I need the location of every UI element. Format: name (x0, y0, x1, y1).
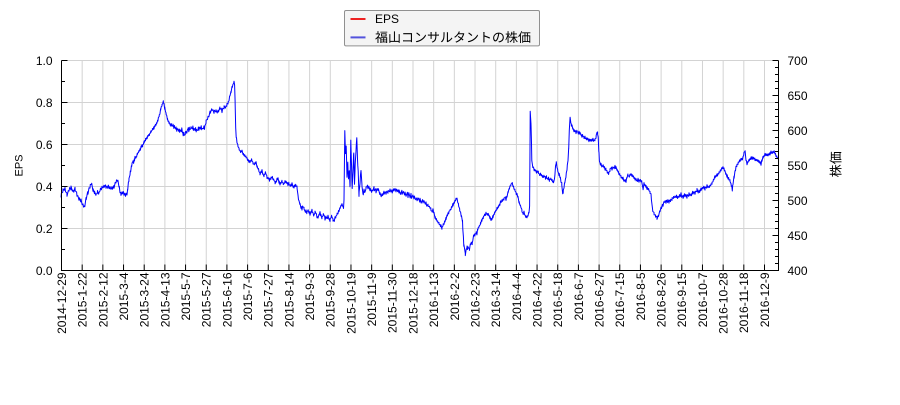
svg-text:1.0: 1.0 (36, 54, 53, 68)
svg-text:2015-7-6: 2015-7-6 (241, 272, 255, 320)
svg-text:700: 700 (788, 54, 808, 68)
svg-text:EPS: EPS (375, 12, 399, 26)
svg-text:2016-12-9: 2016-12-9 (758, 272, 772, 327)
svg-text:0.2: 0.2 (36, 222, 53, 236)
svg-text:2016-4-4: 2016-4-4 (510, 272, 524, 320)
svg-text:0.8: 0.8 (36, 96, 53, 110)
svg-text:2015-5-27: 2015-5-27 (200, 272, 214, 327)
svg-text:550: 550 (788, 159, 808, 173)
svg-text:2016-7-15: 2016-7-15 (613, 272, 627, 327)
svg-text:2015-9-3: 2015-9-3 (303, 272, 317, 320)
svg-text:2015-3-24: 2015-3-24 (138, 272, 152, 327)
svg-text:2015-7-27: 2015-7-27 (262, 272, 276, 327)
svg-text:2015-12-18: 2015-12-18 (406, 272, 420, 334)
svg-text:2015-4-13: 2015-4-13 (158, 272, 172, 327)
svg-text:600: 600 (788, 124, 808, 138)
svg-text:2016-9-15: 2016-9-15 (675, 272, 689, 327)
svg-text:0.6: 0.6 (36, 138, 53, 152)
svg-text:2016-5-18: 2016-5-18 (551, 272, 565, 327)
svg-text:650: 650 (788, 89, 808, 103)
svg-text:2015-10-19: 2015-10-19 (344, 272, 358, 334)
svg-text:2016-3-14: 2016-3-14 (489, 272, 503, 327)
svg-text:2015-11-9: 2015-11-9 (365, 272, 379, 326)
svg-text:2015-11-30: 2015-11-30 (386, 272, 400, 333)
svg-text:EPS: EPS (14, 154, 26, 176)
svg-text:2015-3-4: 2015-3-4 (117, 272, 131, 320)
svg-text:2016-4-22: 2016-4-22 (530, 272, 544, 327)
svg-text:2015-2-12: 2015-2-12 (96, 272, 110, 327)
svg-text:2016-6-7: 2016-6-7 (572, 272, 586, 320)
svg-text:0.0: 0.0 (36, 264, 53, 278)
svg-text:2016-2-23: 2016-2-23 (468, 272, 482, 327)
svg-text:2014-12-29: 2014-12-29 (55, 272, 69, 334)
svg-text:2016-8-26: 2016-8-26 (655, 272, 669, 327)
svg-text:2015-5-7: 2015-5-7 (179, 272, 193, 320)
svg-text:2016-10-7: 2016-10-7 (696, 272, 710, 327)
svg-text:2015-6-16: 2015-6-16 (220, 272, 234, 327)
svg-text:2016-2-2: 2016-2-2 (448, 272, 462, 320)
svg-text:2016-10-28: 2016-10-28 (717, 272, 731, 334)
svg-text:2016-1-13: 2016-1-13 (427, 272, 441, 327)
svg-text:0.4: 0.4 (36, 180, 53, 194)
svg-text:2016-6-27: 2016-6-27 (592, 272, 606, 327)
svg-text:2016-11-18: 2016-11-18 (737, 272, 751, 333)
svg-text:450: 450 (788, 229, 808, 243)
svg-text:2015-1-22: 2015-1-22 (76, 272, 90, 327)
svg-text:2015-9-28: 2015-9-28 (324, 272, 338, 327)
svg-text:400: 400 (788, 264, 808, 278)
svg-text:500: 500 (788, 194, 808, 208)
svg-text:2015-8-14: 2015-8-14 (282, 272, 296, 327)
svg-text:2016-8-5: 2016-8-5 (634, 272, 648, 320)
